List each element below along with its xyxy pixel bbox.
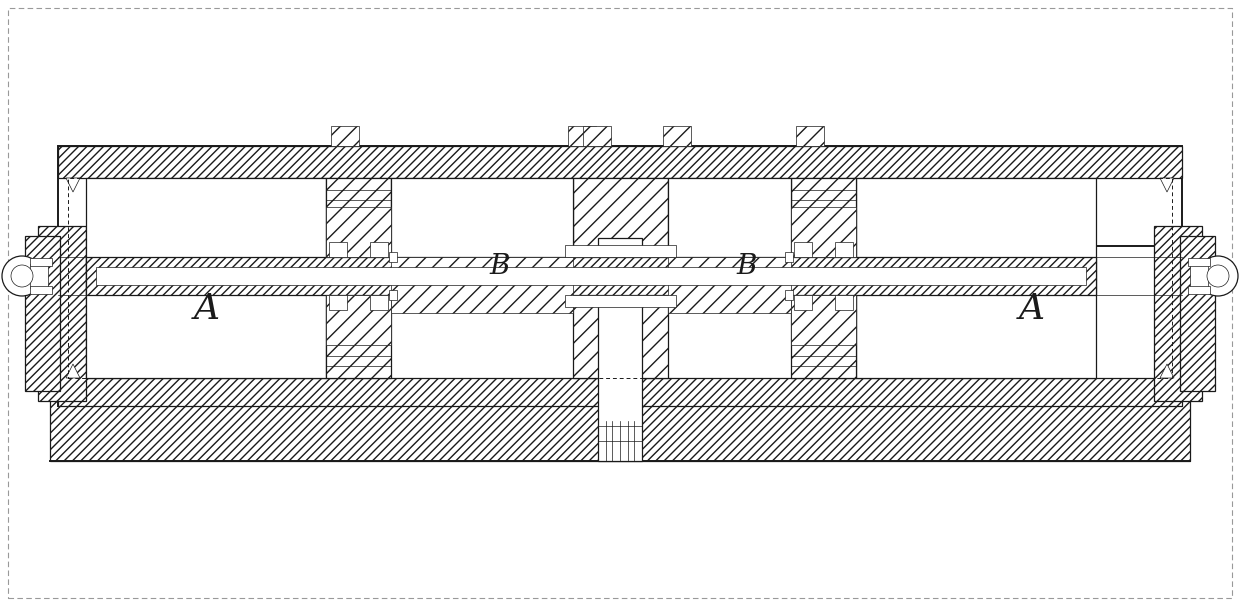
Polygon shape	[791, 295, 856, 345]
Bar	[30, 258, 52, 266]
Bar	[331, 126, 360, 146]
Text: A: A	[193, 292, 219, 326]
Bar	[583, 126, 611, 146]
Bar	[794, 242, 812, 257]
Bar	[1180, 236, 1215, 391]
Bar	[25, 236, 60, 391]
Polygon shape	[66, 178, 81, 192]
Polygon shape	[326, 295, 391, 345]
Text: A: A	[1019, 292, 1045, 326]
Bar	[835, 295, 853, 310]
Bar	[30, 264, 48, 288]
Bar	[663, 126, 691, 146]
Bar	[791, 178, 856, 378]
Bar	[668, 178, 791, 257]
Bar	[58, 146, 1182, 178]
Polygon shape	[791, 207, 856, 257]
Bar	[389, 290, 397, 300]
Polygon shape	[1159, 364, 1174, 378]
Bar	[565, 295, 676, 307]
Bar	[668, 257, 791, 313]
Bar	[329, 295, 347, 310]
Bar	[573, 178, 668, 378]
Bar	[565, 245, 676, 257]
Bar	[1188, 286, 1210, 294]
Bar	[95, 267, 1086, 285]
Bar	[58, 146, 1182, 406]
Bar	[391, 178, 573, 257]
Polygon shape	[66, 364, 81, 378]
Bar	[370, 242, 388, 257]
Polygon shape	[1159, 178, 1174, 192]
Circle shape	[11, 265, 33, 287]
Bar	[68, 178, 1172, 378]
Bar	[391, 257, 573, 313]
Bar	[326, 178, 391, 378]
Bar	[1190, 264, 1208, 288]
Circle shape	[2, 256, 42, 296]
Bar	[568, 126, 596, 146]
Bar	[1154, 226, 1202, 401]
Bar	[38, 226, 86, 401]
Bar	[785, 252, 794, 262]
Bar	[86, 178, 326, 378]
Text: B: B	[490, 253, 510, 279]
Bar	[58, 378, 1182, 406]
Circle shape	[1207, 265, 1229, 287]
Bar	[856, 178, 1096, 378]
Bar	[835, 242, 853, 257]
Bar	[794, 295, 812, 310]
Bar	[50, 246, 1190, 461]
Bar	[30, 286, 52, 294]
Bar	[1188, 258, 1210, 266]
Bar	[370, 295, 388, 310]
Text: B: B	[737, 253, 758, 279]
Polygon shape	[326, 207, 391, 257]
Bar	[389, 252, 397, 262]
Bar	[785, 290, 794, 300]
Circle shape	[1198, 256, 1238, 296]
Bar	[796, 126, 825, 146]
Bar	[329, 242, 347, 257]
Bar	[86, 257, 1096, 295]
Bar	[598, 238, 642, 461]
